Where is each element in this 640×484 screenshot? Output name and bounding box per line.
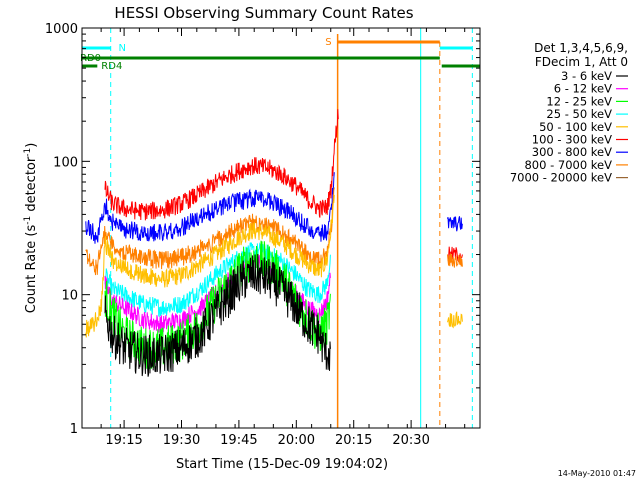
y-axis-label-main: Count Rate (s (24, 225, 39, 314)
series-line-3 (104, 242, 331, 318)
legend-label-1: 6 - 12 keV (554, 82, 612, 96)
legend-label-4: 50 - 100 keV (539, 120, 612, 134)
marker-label-1: S (325, 37, 331, 48)
axis-ticks: 19:15 19:30 19:45 20:00 20:15 20:30 1 10 100 1000 (45, 22, 481, 448)
y-axis-label-sup1: -1 (23, 216, 33, 225)
legend-header-line-1: Det 1,3,4,5,6,9, (534, 41, 628, 55)
legend-header: Det 1,3,4,5,6,9, FDecim 1, Att 0 (534, 41, 628, 69)
legend-label-5: 100 - 300 keV (532, 133, 612, 147)
series-post-saa-4 (447, 311, 463, 329)
x-tick-label-5: 20:30 (392, 433, 429, 448)
y-tick-label-0: 1 (70, 422, 78, 437)
series-line-5 (104, 109, 339, 221)
y-tick-label-3: 1000 (45, 22, 78, 37)
series-post-saa-7 (447, 253, 463, 268)
y-axis-label-end: ) (24, 143, 39, 148)
legend-label-6: 300 - 800 keV (532, 145, 612, 159)
y-tick-label-2: 100 (53, 155, 78, 170)
x-tick-label-2: 19:45 (220, 433, 257, 448)
legend-header-line-2: FDecim 1, Att 0 (535, 55, 628, 69)
footer-timestamp: 14-May-2010 01:47 (558, 469, 636, 478)
series-line-6 (85, 172, 335, 244)
marker-label-0: N (119, 43, 126, 54)
series-line-7 (85, 187, 335, 276)
marker-label-2: RD0 (80, 53, 101, 64)
legend-label-8: 7000 - 20000 keV (510, 171, 612, 185)
x-tick-label-3: 20:00 (278, 433, 315, 448)
y-tick-label-1: 10 (61, 289, 78, 304)
legend-label-0: 3 - 6 keV (561, 69, 612, 83)
marker-label-3: RD4 (101, 61, 122, 72)
legend-label-2: 12 - 25 keV (546, 94, 612, 108)
svg-text:Count Rate (s-1 detector-1): Count Rate (s-1 detector-1) (23, 143, 39, 314)
x-axis-label: Start Time (15-Dec-09 19:04:02) (176, 457, 388, 472)
x-tick-label-1: 19:30 (163, 433, 200, 448)
plot-frame (81, 27, 481, 429)
y-axis-label-mid: detector (24, 156, 39, 216)
y-axis-label-sup2: -1 (23, 148, 33, 157)
legend-label-7: 800 - 7000 keV (524, 158, 612, 172)
chart-title: HESSI Observing Summary Count Rates (114, 4, 413, 22)
x-tick-label-0: 19:15 (105, 433, 142, 448)
legend-label-3: 25 - 50 keV (546, 107, 612, 121)
y-axis-label: Count Rate (s-1 detector-1) (23, 143, 39, 314)
x-tick-label-4: 20:15 (335, 433, 372, 448)
series-line-4 (85, 194, 335, 338)
series-post-saa-6 (447, 216, 463, 232)
series-line-0 (104, 253, 331, 377)
